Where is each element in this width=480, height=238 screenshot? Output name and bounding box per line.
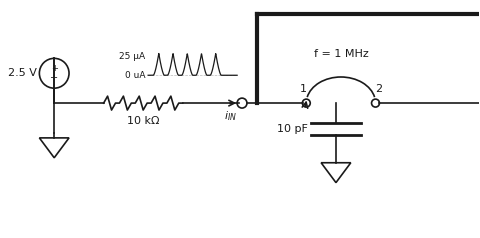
Text: $i_{IN}$: $i_{IN}$ (224, 109, 237, 123)
Text: 0 uA: 0 uA (125, 71, 145, 80)
Text: 25 μA: 25 μA (119, 52, 145, 61)
Text: 1: 1 (300, 84, 307, 94)
Text: 10 kΩ: 10 kΩ (127, 116, 159, 126)
Text: +: + (51, 64, 58, 73)
Text: 2.5 V: 2.5 V (8, 68, 36, 78)
Text: 2: 2 (375, 84, 382, 94)
Text: −: − (50, 73, 58, 83)
Text: 10 pF: 10 pF (277, 124, 308, 134)
Text: f = 1 MHz: f = 1 MHz (313, 49, 368, 59)
